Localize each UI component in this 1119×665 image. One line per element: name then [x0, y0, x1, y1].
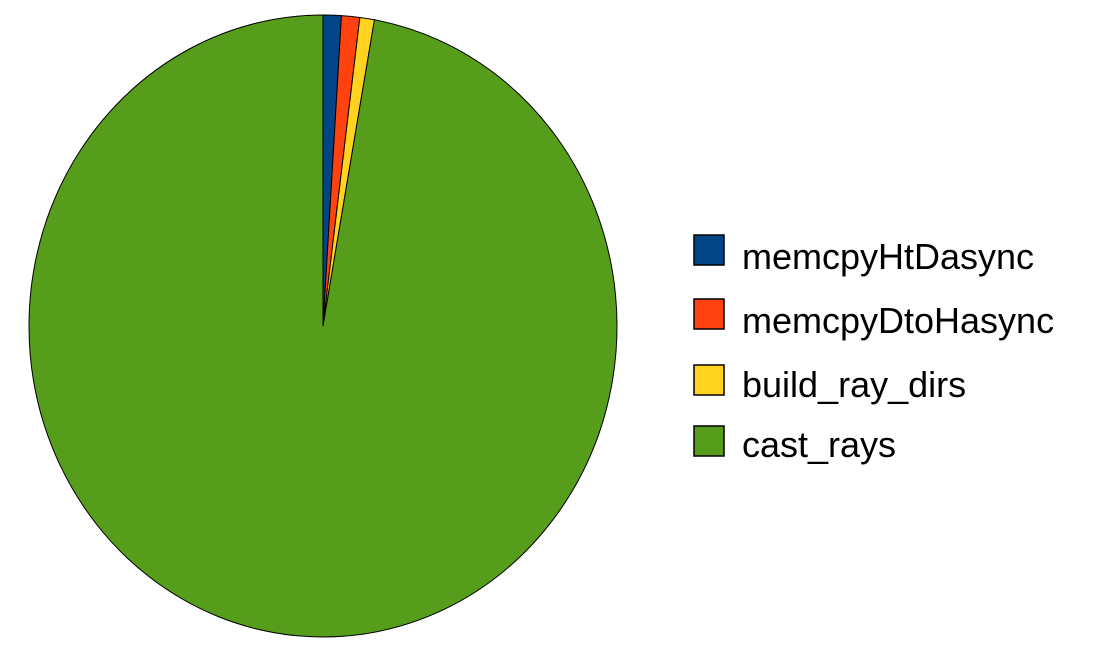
pie-slice-cast-rays	[28, 14, 618, 638]
legend-item-memcpydtohasync: memcpyDtoHasync	[693, 298, 1054, 341]
legend: memcpyHtDasync memcpyDtoHasync build_ray…	[693, 234, 1054, 465]
legend-label-build-ray-dirs: build_ray_dirs	[742, 364, 966, 405]
legend-swatch-build-ray-dirs	[693, 364, 725, 396]
legend-item-build-ray-dirs: build_ray_dirs	[693, 364, 966, 405]
legend-label-memcpyhtdasync: memcpyHtDasync	[742, 236, 1034, 277]
legend-swatch-memcpydtohasync	[693, 298, 725, 330]
legend-label-memcpydtohasync: memcpyDtoHasync	[742, 300, 1054, 341]
legend-label-cast-rays: cast_rays	[742, 424, 896, 465]
legend-swatch-cast-rays	[693, 425, 725, 457]
legend-swatch-memcpyhtdasync	[693, 234, 725, 266]
legend-item-memcpyhtdasync: memcpyHtDasync	[693, 234, 1034, 277]
pie-slices	[28, 14, 618, 638]
legend-item-cast-rays: cast_rays	[693, 424, 896, 465]
